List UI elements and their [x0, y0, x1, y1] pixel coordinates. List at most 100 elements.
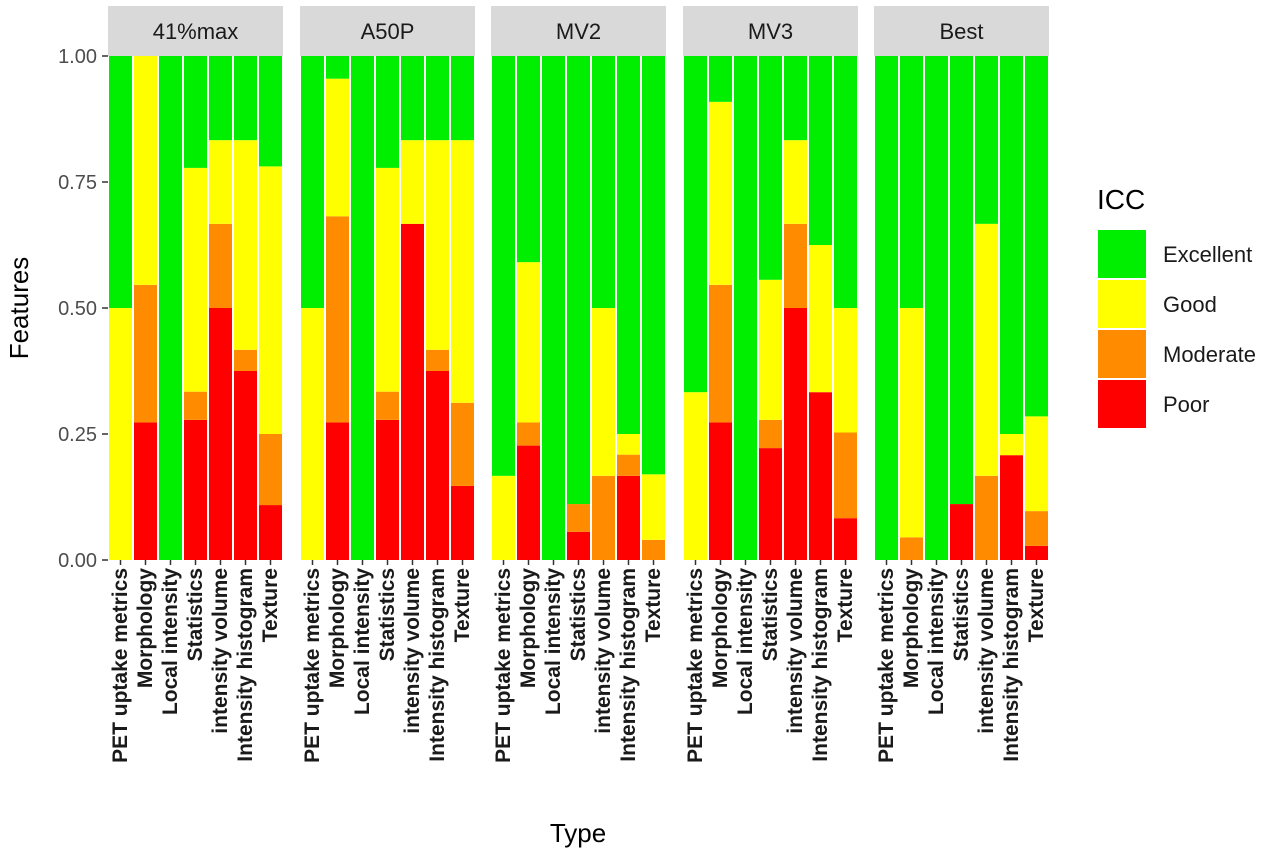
- facet-strip-label: Best: [939, 19, 983, 44]
- facet-panel: Best PET uptake metrics Morphology Local in…: [874, 6, 1049, 763]
- bar-segment-moderate: [592, 475, 615, 560]
- bar-segment-excellent: [834, 56, 857, 308]
- legend-title: ICC: [1097, 184, 1145, 215]
- bar-segment-poor: [617, 475, 640, 560]
- bar-segment-good: [809, 245, 832, 393]
- x-tick-label: intensity volume: [401, 568, 424, 734]
- x-tick-label: Texture: [1025, 568, 1048, 642]
- bar-segment-poor: [209, 308, 232, 560]
- bar-segment-poor: [134, 422, 157, 560]
- bar-segment-excellent: [1000, 56, 1023, 434]
- bar-segment-moderate: [259, 434, 282, 506]
- x-tick-label: Morphology: [900, 568, 923, 688]
- bar-segment-excellent: [492, 56, 515, 476]
- x-tick-label: Morphology: [709, 568, 732, 688]
- bar-segment-excellent: [784, 56, 807, 141]
- bar-segment-excellent: [159, 56, 182, 560]
- legend-label: Moderate: [1163, 342, 1256, 367]
- bar-segment-moderate: [642, 539, 665, 560]
- x-tick-label: Statistics: [759, 568, 782, 661]
- facet-strip-label: A50P: [361, 19, 415, 44]
- x-tick-label: Intensity histogram: [1000, 568, 1023, 762]
- bar-segment-poor: [950, 504, 973, 560]
- facet-strip-label: MV3: [748, 19, 793, 44]
- bar-segment-good: [451, 140, 474, 403]
- bar-segment-excellent: [451, 56, 474, 141]
- bar-segment-poor: [517, 445, 540, 560]
- bar-segment-good: [709, 101, 732, 285]
- bar-segment-good: [426, 140, 449, 350]
- x-tick-label: PET uptake metrics: [684, 568, 707, 763]
- bar-segment-excellent: [950, 56, 973, 505]
- bar-segment-poor: [401, 223, 424, 560]
- bar-segment-excellent: [326, 56, 349, 79]
- bar-segment-good: [834, 308, 857, 433]
- bar-segment-excellent: [1025, 56, 1048, 417]
- bar-segment-excellent: [617, 56, 640, 434]
- bar-segment-moderate: [900, 537, 923, 560]
- y-tick-label: 0.25: [58, 424, 97, 446]
- y-tick-label: 1.00: [58, 46, 97, 68]
- y-axis-title: Features: [4, 257, 34, 360]
- bar-segment-poor: [426, 371, 449, 560]
- bar-segment-excellent: [184, 56, 207, 168]
- x-tick-label: Local intensity: [734, 568, 757, 715]
- bar-segment-good: [1025, 416, 1048, 512]
- bar-segment-poor: [451, 485, 474, 560]
- x-tick-label: Intensity histogram: [617, 568, 640, 762]
- x-tick-label: Statistics: [950, 568, 973, 661]
- bar-segment-excellent: [734, 56, 757, 560]
- legend-key-poor: [1098, 380, 1146, 428]
- x-tick-label: Morphology: [326, 568, 349, 688]
- bar-segment-moderate: [517, 422, 540, 446]
- x-tick-label: Intensity histogram: [234, 568, 257, 762]
- bar-segment-poor: [234, 371, 257, 560]
- x-tick-label: intensity volume: [592, 568, 615, 734]
- bar-segment-moderate: [451, 402, 474, 486]
- y-axis: 0.00 0.25 0.50 0.75 1.00: [58, 46, 108, 572]
- x-tick-label: Intensity histogram: [809, 568, 832, 762]
- x-tick-label: Statistics: [184, 568, 207, 661]
- bar-segment-poor: [1000, 455, 1023, 560]
- bar-segment-good: [259, 166, 282, 434]
- bar-segment-moderate: [567, 504, 590, 532]
- x-tick-label: intensity volume: [784, 568, 807, 734]
- bar-segment-moderate: [709, 284, 732, 423]
- bar-segment-poor: [567, 531, 590, 560]
- legend-label: Good: [1163, 292, 1217, 317]
- bar-segment-moderate: [617, 454, 640, 476]
- bar-segment-good: [975, 223, 998, 476]
- bar-segment-good: [109, 308, 132, 560]
- legend-label: Poor: [1163, 392, 1209, 417]
- x-tick-label: Texture: [834, 568, 857, 642]
- bar-segment-excellent: [709, 56, 732, 102]
- bar-segment-moderate: [975, 475, 998, 560]
- bar-segment-excellent: [567, 56, 590, 505]
- bar-segment-moderate: [784, 223, 807, 308]
- facet-strip-label: MV2: [556, 19, 601, 44]
- bar-segment-good: [209, 140, 232, 224]
- y-tick-label: 0.00: [58, 550, 97, 572]
- bar-segment-excellent: [376, 56, 399, 168]
- x-tick-label: PET uptake metrics: [109, 568, 132, 763]
- bar-segment-moderate: [134, 284, 157, 423]
- x-tick-label: Texture: [259, 568, 282, 642]
- bar-segment-excellent: [351, 56, 374, 560]
- bar-segment-moderate: [759, 419, 782, 449]
- facet-strip: [874, 6, 1049, 56]
- bar-segment-poor: [809, 392, 832, 560]
- bar-segment-good: [326, 78, 349, 217]
- facet-panel: 41%max PET uptake metrics Morphology Local …: [108, 6, 283, 763]
- x-tick-label: Local intensity: [542, 568, 565, 715]
- x-tick-label: Intensity histogram: [426, 568, 449, 762]
- bar-segment-excellent: [684, 56, 707, 393]
- x-axis-title: Type: [550, 818, 606, 848]
- bar-segment-moderate: [1025, 511, 1048, 546]
- bar-segment-poor: [834, 518, 857, 560]
- bar-segment-excellent: [875, 56, 898, 560]
- facet-strip: [491, 6, 666, 56]
- bar-segment-excellent: [109, 56, 132, 308]
- bar-segment-good: [642, 474, 665, 540]
